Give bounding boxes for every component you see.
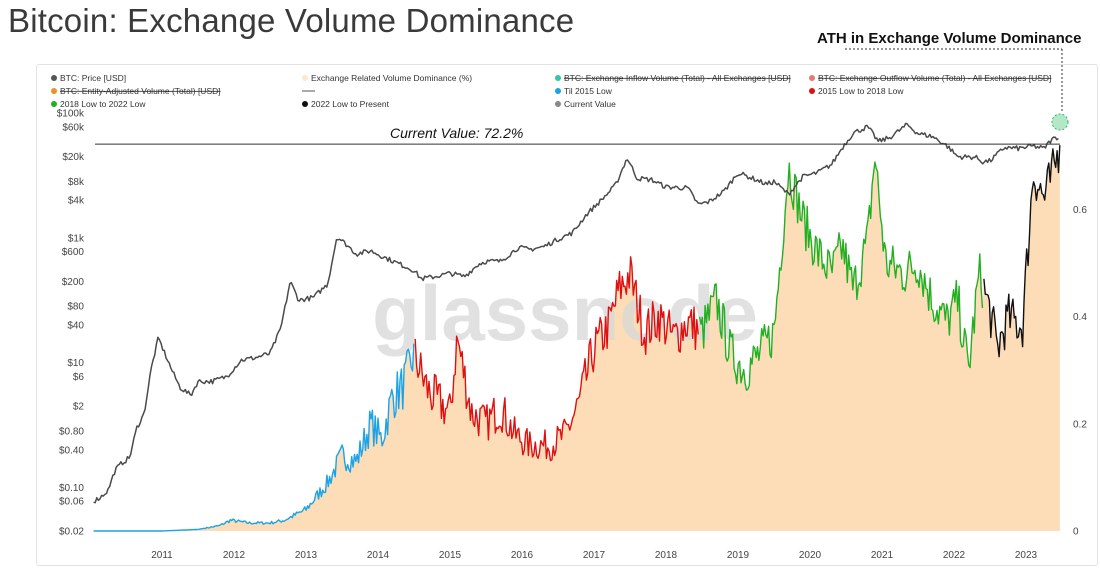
legend-label: BTC: Exchange Outflow Volume (Total) - A…	[818, 73, 1051, 83]
dominance-area	[93, 145, 1060, 531]
legend-marker	[809, 88, 815, 94]
x-tick-label: 2016	[511, 550, 534, 561]
y-left-tick-label: $60k	[62, 122, 85, 133]
legend-label: Current Value	[564, 99, 616, 109]
x-tick-label: 2022	[943, 550, 966, 561]
x-tick-label: 2019	[727, 550, 750, 561]
y-left-tick-label: $1k	[68, 233, 85, 244]
x-tick-label: 2020	[799, 550, 822, 561]
y-left-tick-label: $0.40	[59, 445, 84, 456]
y-left-tick-label: $0.02	[59, 527, 84, 538]
y-left-tick-label: $0.06	[59, 497, 84, 508]
y-left-tick-label: $100k	[57, 109, 85, 120]
legend-marker	[555, 101, 561, 107]
y-left-tick-label: $6	[73, 372, 85, 383]
ath-marker	[1051, 113, 1069, 131]
y-left-tick-label: $20k	[62, 152, 85, 163]
y-right-tick-label: 0.4	[1073, 312, 1087, 323]
dominance-area-layer	[93, 145, 1060, 531]
watermark: glassnode	[372, 269, 758, 357]
axes-layer: 2011 2012 2013 2014 2015 2016 2017 2018 2019 2020…	[57, 109, 1088, 562]
x-tick-label: 2014	[367, 550, 390, 561]
y-right-tick-label: 0	[1073, 527, 1079, 538]
x-tick-label: 2013	[295, 550, 318, 561]
y-left-tick-label: $600	[62, 247, 85, 258]
legend-label: 2018 Low to 2022 Low	[60, 99, 146, 109]
y-left-tick-label: $40	[67, 321, 84, 332]
y-right-tick-label: 0.6	[1073, 205, 1087, 216]
legend-label: BTC: Exchange Inflow Volume (Total) - Al…	[564, 73, 791, 83]
x-tick-label: 2015	[439, 550, 462, 561]
y-left-tick-label: $4k	[68, 196, 85, 207]
page-title: Bitcoin: Exchange Volume Dominance	[8, 2, 575, 39]
dominance-segment-2	[414, 256, 699, 462]
legend: BTC: Price [USD] Exchange Related Volume …	[51, 73, 1051, 109]
x-tick-label: 2021	[871, 550, 894, 561]
y-left-tick-label: $8k	[68, 177, 85, 188]
x-tick-label: 2011	[151, 550, 173, 561]
y-right-tick-label: 0.2	[1073, 419, 1087, 430]
dominance-segment-3	[698, 161, 984, 391]
legend-label: 2022 Low to Present	[311, 99, 390, 109]
x-tick-label: 2023	[1015, 550, 1038, 561]
legend-marker	[51, 75, 57, 81]
x-tick-label: 2017	[583, 550, 606, 561]
legend-label: BTC: Entity-Adjusted Volume (Total) [USD…	[60, 86, 221, 96]
price-line	[93, 122, 1059, 504]
legend-marker	[555, 88, 561, 94]
y-left-tick-label: $2	[73, 402, 85, 413]
legend-marker	[51, 101, 57, 107]
y-left-tick-label: $80	[67, 302, 84, 313]
annotation-layer: Current Value: 72.2%	[95, 48, 1069, 145]
x-tick-label: 2018	[655, 550, 678, 561]
legend-marker	[809, 75, 815, 81]
legend-label: Exchange Related Volume Dominance (%)	[311, 73, 472, 83]
y-left-tick-label: $0.10	[59, 483, 84, 494]
current-value-label: Current Value: 72.2%	[390, 125, 523, 141]
dominance-segment-1	[93, 343, 415, 532]
legend-label: 2015 Low to 2018 Low	[818, 86, 904, 96]
legend-label: Til 2015 Low	[564, 86, 613, 96]
x-tick-label: 2012	[223, 550, 246, 561]
legend-marker	[302, 101, 308, 107]
legend-label: BTC: Price [USD]	[60, 73, 126, 83]
legend-marker	[51, 88, 57, 94]
y-left-tick-label: $200	[62, 277, 85, 288]
legend-marker	[302, 75, 308, 81]
y-left-tick-label: $0.80	[59, 427, 84, 438]
y-left-tick-label: $10	[67, 358, 84, 369]
ath-callout-label: ATH in Exchange Volume Dominance	[817, 30, 1082, 47]
dominance-segment-4	[983, 145, 1061, 358]
legend-marker	[555, 75, 561, 81]
chart-lines-layer	[93, 122, 1061, 532]
